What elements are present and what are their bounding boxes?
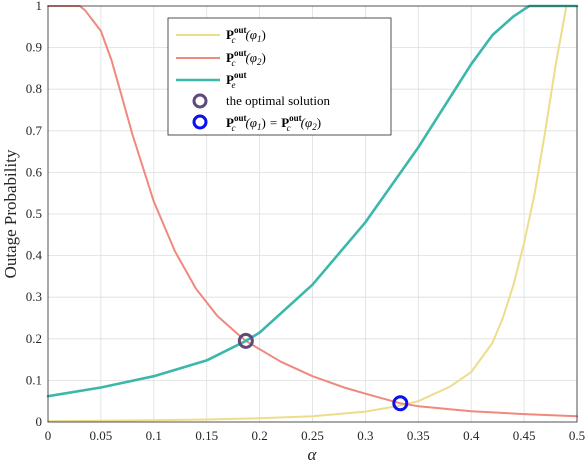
legend-label-pe: Pout e [226,70,246,90]
equal-outage-marker [392,395,409,412]
x-tick-label: 0.35 [407,428,430,443]
marker-layer [237,332,409,412]
y-tick-label: 0.3 [26,289,42,304]
x-tick-labels: 0 0.05 0.1 0.15 0.2 0.25 0.3 0.35 0.4 0.45 0.5 [45,428,585,443]
series-line-pc-phi1 [47,5,578,423]
y-tick-label: 0.7 [26,123,43,138]
x-tick-label: 0.3 [357,428,373,443]
legend-label-optimal: the optimal solution [226,93,330,108]
y-tick-label: 0 [36,414,43,429]
x-tick-label: 0.05 [90,428,113,443]
axes-box [47,5,578,423]
y-tick-label: 0.9 [26,40,42,55]
legend-marker-equal [192,114,208,130]
legend-label-pc-phi1: Pout c (φ1) [226,25,266,45]
y-tick-label: 0.5 [26,206,42,221]
legend-label-pc-phi2: Pout c (φ2) [226,48,266,68]
x-tick-label: 0.5 [569,428,585,443]
x-tick-label: 0 [45,428,52,443]
y-tick-label: 0.6 [26,164,43,179]
y-tick-label: 0.4 [26,248,43,263]
x-axis-label: α [308,445,318,464]
y-tick-label: 0.1 [26,372,42,387]
y-tick-labels: 0 0.1 0.2 0.3 0.4 0.5 0.6 0.7 0.8 0.9 1 [26,0,43,429]
x-tick-label: 0.1 [146,428,162,443]
y-tick-label: 1 [36,0,43,13]
y-axis-label: Outage Probability [1,149,20,278]
y-tick-label: 0.2 [26,331,42,346]
y-tick-label: 0.8 [26,81,42,96]
optimal-solution-marker [237,332,254,349]
x-tick-label: 0.15 [195,428,218,443]
legend-marker-optimal [192,93,208,109]
legend-box [167,17,392,136]
x-tick-label: 0.25 [301,428,324,443]
x-tick-label: 0.2 [251,428,267,443]
legend-label-equal: Pout c (φ1) = Pout c (φ2) [226,113,321,133]
x-tick-label: 0.4 [463,428,480,443]
x-tick-label: 0.45 [513,428,536,443]
legend: Pout c (φ1) Pout c (φ2) Pout e the optimal so… [167,17,392,136]
